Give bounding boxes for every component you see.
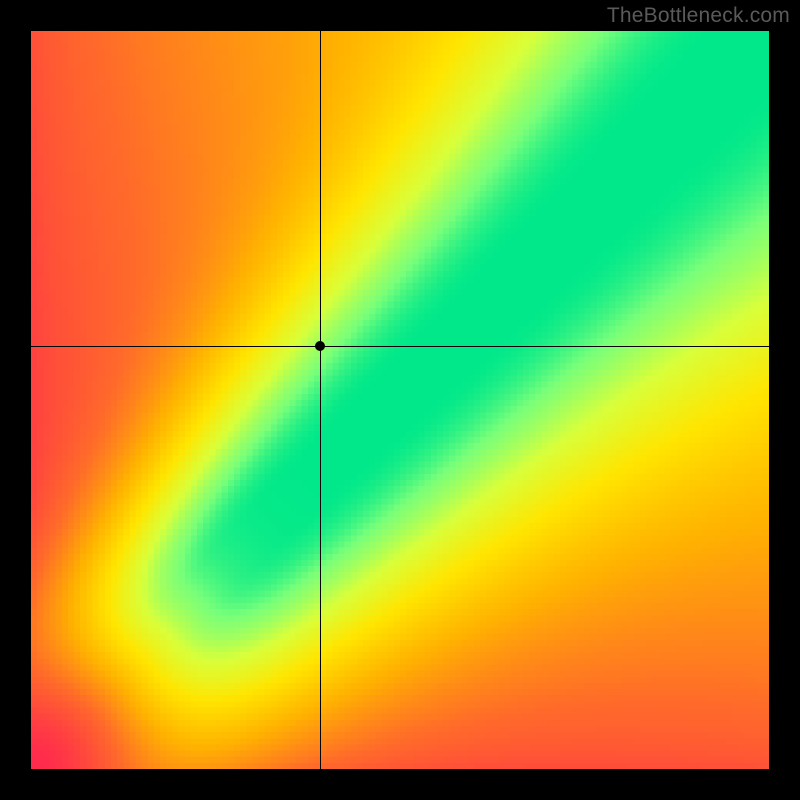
chart-frame: TheBottleneck.com xyxy=(0,0,800,800)
crosshair-horizontal xyxy=(31,346,769,347)
watermark-text: TheBottleneck.com xyxy=(607,4,790,28)
bottleneck-heatmap xyxy=(31,31,769,769)
crosshair-vertical xyxy=(320,31,321,769)
